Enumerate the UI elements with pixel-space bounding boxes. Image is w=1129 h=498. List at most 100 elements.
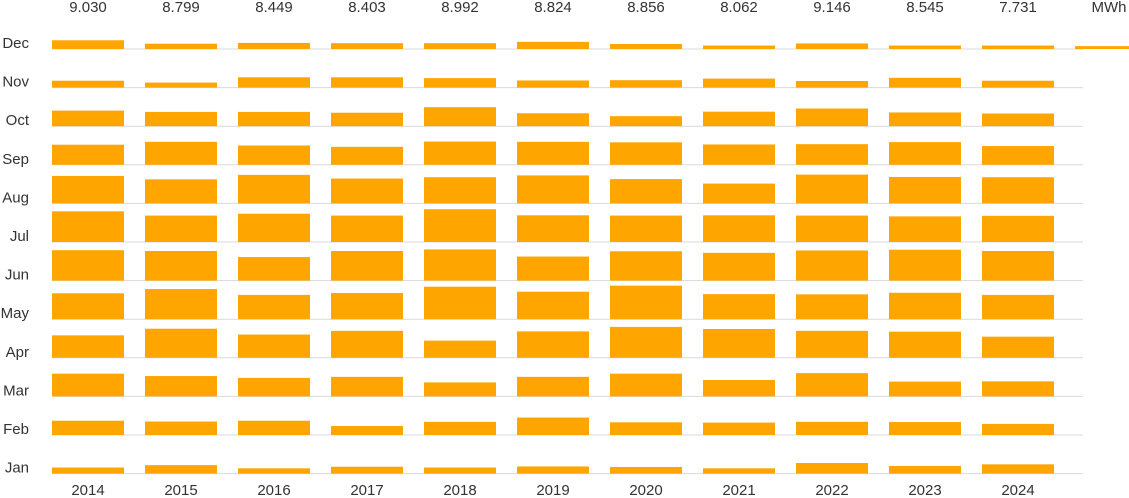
bar-oct-2024 (982, 113, 1054, 127)
year-label-2021: 2021 (722, 482, 755, 498)
bar-oct-2021 (703, 111, 775, 127)
bar-nov-2024 (982, 80, 1054, 88)
bar-apr-2018 (424, 340, 496, 358)
bar-sep-2018 (424, 141, 496, 165)
bar-oct-2020 (610, 116, 682, 127)
bar-apr-2017 (331, 330, 403, 358)
year-label-2019: 2019 (536, 482, 569, 498)
bar-jan-2019 (517, 466, 589, 474)
bar-jul-2021 (703, 215, 775, 242)
bar-dec-2014 (52, 40, 124, 49)
bar-mar-2016 (238, 377, 310, 397)
month-label-jul: Jul (10, 228, 29, 245)
total-label-2022: 9.146 (813, 0, 851, 16)
year-label-2023: 2023 (908, 482, 941, 498)
bar-oct-2014 (52, 110, 124, 127)
bar-sep-2020 (610, 142, 682, 165)
bar-mar-2018 (424, 382, 496, 397)
bar-jun-2014 (52, 250, 124, 281)
bar-aug-2020 (610, 179, 682, 204)
bar-nov-2017 (331, 77, 403, 88)
bar-jul-2017 (331, 215, 403, 242)
bar-mar-2014 (52, 373, 124, 397)
bar-nov-2021 (703, 78, 775, 88)
bar-jan-2022 (796, 463, 868, 474)
bar-may-2014 (52, 293, 124, 320)
bar-nov-2016 (238, 77, 310, 88)
bar-may-2021 (703, 294, 775, 320)
bar-nov-2023 (889, 77, 961, 88)
bar-dec-2023 (889, 45, 961, 49)
bar-dec-2018 (424, 43, 496, 49)
bar-sep-2014 (52, 144, 124, 165)
bar-aug-2016 (238, 174, 310, 204)
bar-jun-2015 (145, 251, 217, 281)
bar-jan-2017 (331, 466, 403, 474)
bar-feb-2016 (238, 420, 310, 435)
bar-jul-2018 (424, 209, 496, 242)
bar-oct-2015 (145, 111, 217, 127)
total-label-2014: 9.030 (69, 0, 107, 16)
bar-may-2015 (145, 289, 217, 320)
month-label-jan: Jan (5, 460, 29, 477)
bar-dec-2021 (703, 45, 775, 49)
bar-jul-2024 (982, 215, 1054, 242)
bar-aug-2017 (331, 178, 403, 204)
total-label-2017: 8.403 (348, 0, 386, 16)
bar-may-2022 (796, 294, 868, 320)
bar-jun-2024 (982, 251, 1054, 281)
bar-mar-2015 (145, 376, 217, 397)
bar-sep-2024 (982, 146, 1054, 165)
bar-sep-2019 (517, 141, 589, 165)
year-label-2016: 2016 (257, 482, 290, 498)
total-label-2021: 8.062 (720, 0, 758, 16)
month-label-jun: Jun (5, 267, 29, 284)
bar-nov-2014 (52, 80, 124, 88)
bar-jun-2021 (703, 252, 775, 281)
bar-dec-undefined (1075, 46, 1129, 49)
bar-jun-2022 (796, 250, 868, 281)
bar-aug-2022 (796, 174, 868, 204)
bar-nov-2015 (145, 82, 217, 88)
month-label-apr: Apr (6, 344, 29, 361)
bar-mar-2023 (889, 381, 961, 397)
bar-may-2019 (517, 291, 589, 320)
bar-may-2024 (982, 294, 1054, 320)
bar-nov-2018 (424, 78, 496, 88)
month-label-nov: Nov (2, 74, 29, 91)
bar-dec-2020 (610, 43, 682, 49)
bar-apr-2015 (145, 328, 217, 358)
bar-feb-2024 (982, 423, 1054, 435)
unit-label: MWh (1092, 0, 1127, 16)
bar-jul-2020 (610, 215, 682, 242)
bar-jan-2023 (889, 465, 961, 474)
year-label-2024: 2024 (1001, 482, 1034, 498)
bar-may-2023 (889, 292, 961, 320)
bar-jul-2022 (796, 215, 868, 242)
bar-apr-2021 (703, 328, 775, 358)
bar-mar-2021 (703, 380, 775, 397)
bar-nov-2020 (610, 80, 682, 88)
bar-dec-2016 (238, 42, 310, 49)
bar-jul-2015 (145, 215, 217, 242)
bar-jul-2023 (889, 216, 961, 242)
bar-aug-2019 (517, 175, 589, 204)
bar-aug-2024 (982, 177, 1054, 204)
bar-feb-2023 (889, 422, 961, 435)
bar-feb-2019 (517, 417, 589, 435)
bar-apr-2023 (889, 331, 961, 358)
total-label-2016: 8.449 (255, 0, 293, 16)
bar-jul-2016 (238, 213, 310, 242)
year-label-2017: 2017 (350, 482, 383, 498)
bar-feb-2022 (796, 421, 868, 435)
bar-sep-2015 (145, 141, 217, 165)
bar-jun-2019 (517, 256, 589, 281)
bar-may-2018 (424, 286, 496, 320)
bar-sep-2022 (796, 144, 868, 165)
month-label-feb: Feb (3, 421, 29, 438)
bar-feb-2017 (331, 426, 403, 435)
total-label-2018: 8.992 (441, 0, 479, 16)
bar-mar-2024 (982, 381, 1054, 397)
month-label-sep: Sep (2, 151, 29, 168)
bar-jan-2021 (703, 468, 775, 474)
